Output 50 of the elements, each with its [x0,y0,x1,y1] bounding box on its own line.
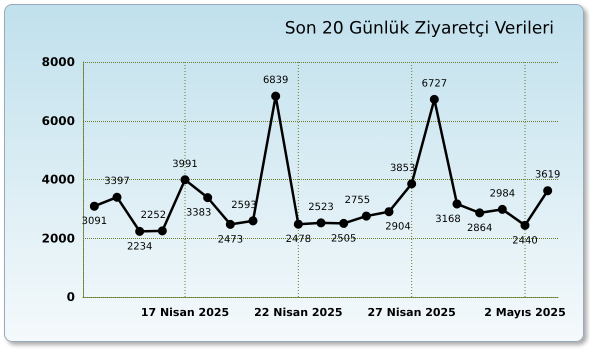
data-label: 3397 [104,176,130,188]
point [543,186,552,196]
data-label: 3168 [435,214,461,225]
data-label: 2864 [466,222,492,234]
data-label: 3853 [390,162,416,174]
point [203,193,212,202]
y-tick-label: 2000 [42,231,75,246]
data-label: 2252 [140,210,166,221]
data-label: 2984 [490,188,516,200]
x-tick-label: 22 Nisan 2025 [254,306,343,319]
point [430,94,439,104]
point [384,207,394,216]
point [452,199,462,208]
data-label: 2234 [126,241,152,252]
point [248,216,258,226]
data-label: 3383 [186,208,212,219]
data-label: 3991 [172,158,198,170]
point [271,92,280,101]
chart-title: Son 20 Günlük Ziyaretçi Verileri [284,18,554,38]
data-label: 2440 [512,235,538,246]
data-label: 3619 [534,170,560,181]
point [158,226,167,236]
point [407,179,416,188]
point [180,175,190,184]
point [475,208,484,218]
data-label: 2478 [286,234,312,246]
x-tick-label: 17 Nisan 2025 [140,306,230,319]
point [362,212,371,221]
y-tick-label: 0 [66,290,75,304]
point [498,204,507,214]
point [339,218,348,228]
point [112,192,122,202]
point [294,220,303,229]
data-label: 2904 [385,222,411,233]
y-tick-label: 4000 [42,172,75,186]
y-tick-label: 6000 [42,114,75,128]
point [90,202,99,211]
data-label: 2473 [218,234,244,246]
point [520,220,530,230]
point [135,226,144,236]
x-tick-label: 2 Mayıs 2025 [484,306,566,319]
data-label: 6839 [262,75,288,86]
point [316,218,326,228]
x-tick-label: 27 Nisan 2025 [367,306,456,319]
data-label: 2505 [330,233,356,244]
data-label: 2523 [308,202,334,213]
y-tick-label: 8000 [42,55,75,69]
data-label: 2755 [344,195,370,206]
point [226,220,235,229]
data-label: 6727 [422,78,448,90]
